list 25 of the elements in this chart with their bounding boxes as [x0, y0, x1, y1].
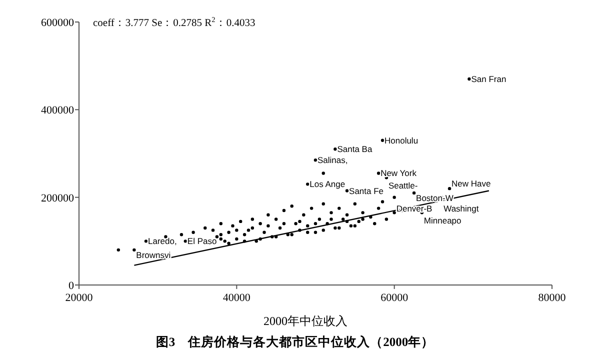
annotation: Salinas,	[318, 155, 348, 166]
y-tick-label: 0	[68, 280, 74, 292]
x-tick-label: 80000	[538, 292, 566, 304]
annotation: Honolulu	[384, 135, 418, 146]
y-tick-label: 600000	[41, 17, 74, 29]
text: 图3 住房价格与各大都市区中位收入（2000年）	[156, 334, 434, 349]
annotation: Santa Ba	[337, 144, 372, 154]
x-tick-label: 20000	[65, 292, 94, 304]
y-tick-label: 200000	[41, 192, 74, 204]
annotation: Laredo,	[148, 236, 177, 246]
annotation: Minneapo	[424, 216, 462, 226]
x-tick-label: 60000	[380, 292, 409, 304]
annotation: coeff：3.777 Se：0.2785 R$^{2}$：0.4033	[93, 14, 256, 29]
x-tick-label: 40000	[222, 292, 251, 304]
annotation: Washingt	[444, 203, 480, 214]
y-tick-label: 400000	[41, 104, 74, 117]
annotation: Los Ange	[310, 179, 346, 190]
annotation: New Have	[452, 178, 491, 189]
x-axis-title: 2000年中位收入	[264, 314, 348, 328]
annotation: New York	[380, 168, 418, 178]
annotation: El Paso	[187, 236, 217, 246]
annotation: Brownsvi	[136, 250, 171, 260]
annotation: Seattle-	[388, 180, 418, 191]
annotation: San Fran	[471, 74, 506, 84]
annotation: Santa Fe	[349, 186, 384, 196]
